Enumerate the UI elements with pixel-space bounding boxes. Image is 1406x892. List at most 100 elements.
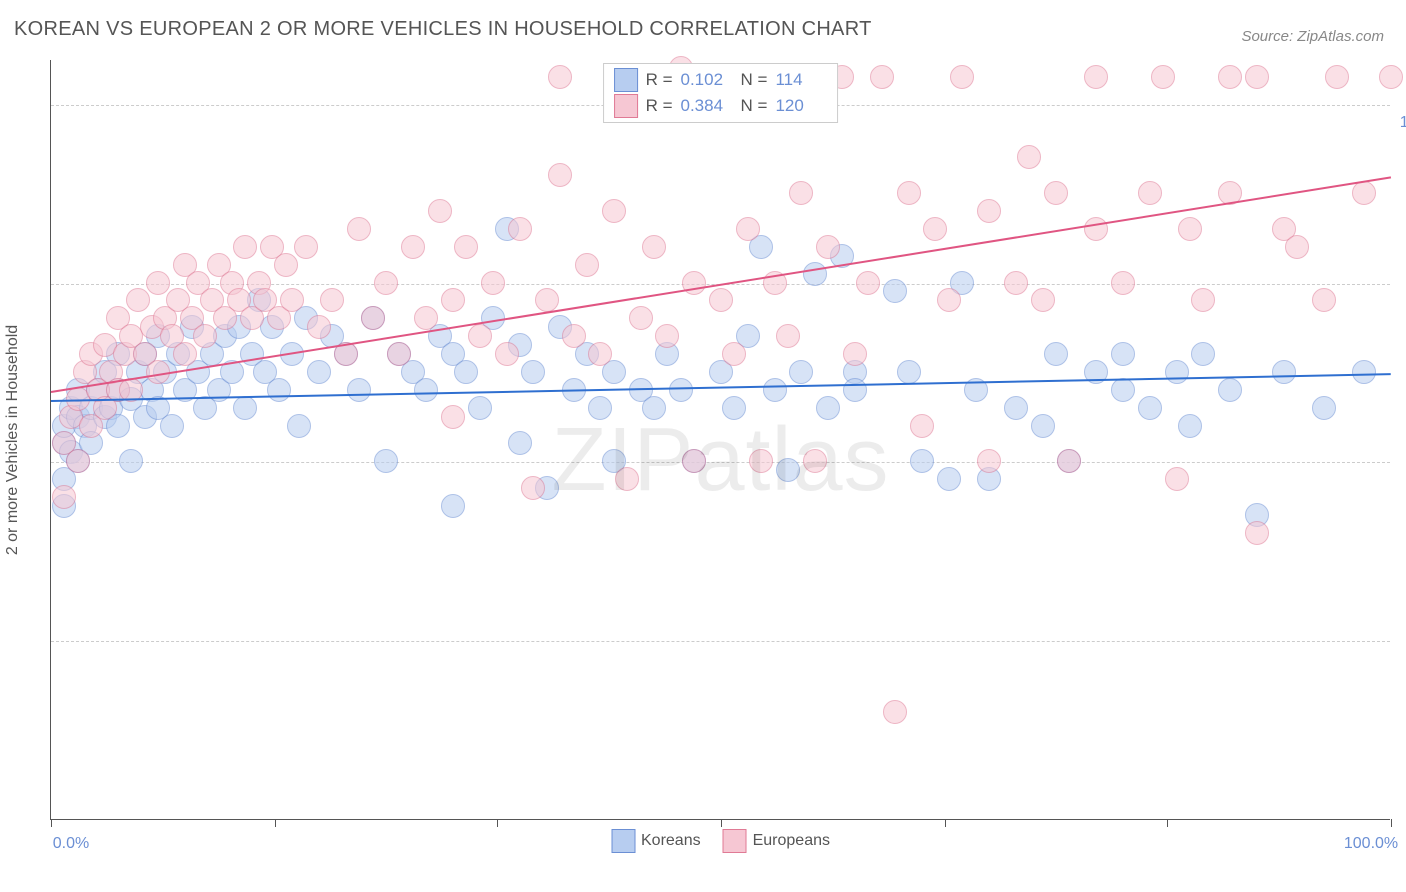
legend-label: Europeans: [753, 832, 830, 850]
scatter-point: [642, 396, 666, 420]
scatter-point: [401, 235, 425, 259]
scatter-point: [1151, 65, 1175, 89]
scatter-point: [414, 306, 438, 330]
scatter-point: [642, 235, 666, 259]
scatter-point: [575, 253, 599, 277]
scatter-point: [374, 271, 398, 295]
scatter-point: [481, 271, 505, 295]
scatter-point: [233, 235, 257, 259]
legend-swatch: [614, 68, 638, 92]
n-value: 114: [775, 70, 827, 90]
scatter-point: [669, 378, 693, 402]
scatter-point: [441, 405, 465, 429]
scatter-point: [1312, 396, 1336, 420]
scatter-point: [803, 449, 827, 473]
scatter-point: [1084, 65, 1108, 89]
scatter-point: [1017, 145, 1041, 169]
scatter-point: [307, 315, 331, 339]
scatter-point: [897, 360, 921, 384]
scatter-point: [1044, 181, 1068, 205]
scatter-point: [816, 396, 840, 420]
legend-swatch: [614, 94, 638, 118]
scatter-point: [937, 467, 961, 491]
scatter-point: [414, 378, 438, 402]
x-tick: [1391, 819, 1392, 827]
x-axis-label: 100.0%: [1344, 835, 1398, 853]
scatter-point: [1178, 414, 1202, 438]
series-legend: KoreansEuropeans: [611, 829, 830, 853]
scatter-point: [441, 494, 465, 518]
legend-swatch: [723, 829, 747, 853]
scatter-point: [1191, 288, 1215, 312]
scatter-point: [1111, 271, 1135, 295]
scatter-point: [274, 253, 298, 277]
scatter-point: [1165, 467, 1189, 491]
scatter-point: [1084, 217, 1108, 241]
scatter-point: [588, 342, 612, 366]
scatter-point: [1285, 235, 1309, 259]
scatter-point: [1245, 65, 1269, 89]
scatter-point: [320, 288, 344, 312]
scatter-point: [441, 288, 465, 312]
x-tick: [51, 819, 52, 827]
scatter-point: [508, 431, 532, 455]
scatter-point: [709, 288, 733, 312]
r-value: 0.102: [681, 70, 733, 90]
scatter-point: [233, 396, 257, 420]
scatter-point: [548, 163, 572, 187]
scatter-point: [602, 199, 626, 223]
scatter-point: [977, 449, 1001, 473]
scatter-point: [655, 324, 679, 348]
x-tick: [497, 819, 498, 827]
scatter-point: [736, 217, 760, 241]
r-value: 0.384: [681, 96, 733, 116]
scatter-point: [1272, 360, 1296, 384]
scatter-point: [843, 378, 867, 402]
scatter-point: [856, 271, 880, 295]
scatter-point: [562, 324, 586, 348]
scatter-point: [146, 271, 170, 295]
y-tick-label: 40.0%: [1394, 650, 1406, 668]
scatter-point: [66, 449, 90, 473]
legend-item: Europeans: [723, 829, 830, 853]
scatter-point: [287, 414, 311, 438]
scatter-point: [870, 65, 894, 89]
scatter-point: [119, 449, 143, 473]
n-value: 120: [775, 96, 827, 116]
scatter-point: [749, 449, 773, 473]
scatter-point: [803, 262, 827, 286]
scatter-point: [193, 324, 217, 348]
x-axis-label: 0.0%: [53, 835, 89, 853]
scatter-point: [294, 235, 318, 259]
scatter-point: [722, 342, 746, 366]
scatter-point: [615, 467, 639, 491]
scatter-point: [173, 342, 197, 366]
scatter-point: [468, 396, 492, 420]
scatter-point: [1111, 342, 1135, 366]
y-axis-label: 2 or more Vehicles in Household: [4, 324, 22, 554]
scatter-point: [347, 217, 371, 241]
scatter-point: [1165, 360, 1189, 384]
legend-swatch: [611, 829, 635, 853]
scatter-point: [267, 378, 291, 402]
y-tick-label: 80.0%: [1394, 293, 1406, 311]
scatter-point: [776, 458, 800, 482]
scatter-point: [883, 279, 907, 303]
scatter-point: [910, 414, 934, 438]
scatter-point: [923, 217, 947, 241]
scatter-point: [387, 342, 411, 366]
scatter-point: [1312, 288, 1336, 312]
scatter-point: [883, 700, 907, 724]
correlation-legend: R = 0.102N = 114R = 0.384N = 120: [603, 63, 839, 123]
scatter-point: [1218, 65, 1242, 89]
scatter-point: [307, 360, 331, 384]
scatter-point: [1138, 181, 1162, 205]
scatter-point: [52, 485, 76, 509]
legend-row: R = 0.102N = 114: [614, 67, 828, 93]
scatter-point: [454, 360, 478, 384]
scatter-point: [454, 235, 478, 259]
scatter-point: [722, 396, 746, 420]
y-tick-label: 100.0%: [1394, 114, 1406, 132]
x-tick: [945, 819, 946, 827]
scatter-point: [816, 235, 840, 259]
